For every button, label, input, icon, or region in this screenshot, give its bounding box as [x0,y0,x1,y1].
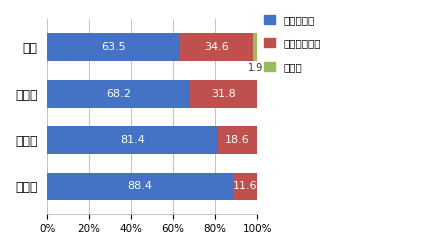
Bar [47,33,181,61]
Text: 18.6: 18.6 [225,135,250,145]
Bar [47,80,190,108]
Text: 81.4: 81.4 [120,135,145,145]
Text: 63.5: 63.5 [101,42,126,52]
Text: 1.9: 1.9 [248,63,263,73]
Text: 88.4: 88.4 [128,182,152,191]
Bar [233,173,257,200]
Text: 31.8: 31.8 [211,89,236,99]
Text: 11.6: 11.6 [232,182,257,191]
Bar [47,126,218,154]
Bar [253,33,257,61]
Bar [181,33,253,61]
Text: 34.6: 34.6 [205,42,229,52]
Bar [218,126,257,154]
Legend: 知っている, 知らなかった, 無回答: 知っている, 知らなかった, 無回答 [264,15,321,72]
Bar [47,173,233,200]
Bar [190,80,257,108]
Text: 68.2: 68.2 [107,89,131,99]
